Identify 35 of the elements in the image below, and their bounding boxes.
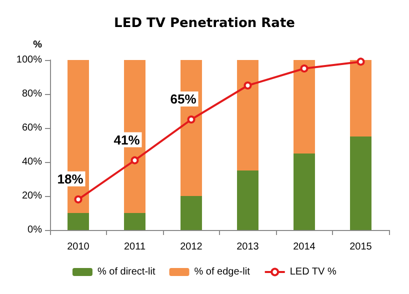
point	[356, 58, 365, 66]
y-tick-label: 100%	[16, 54, 42, 66]
y-tick-label: 20%	[22, 190, 42, 202]
point	[187, 116, 196, 124]
point	[74, 195, 82, 204]
bar	[180, 196, 202, 230]
bar	[294, 60, 315, 154]
point	[130, 156, 139, 164]
bar	[124, 213, 146, 230]
x-tick-label: 2012	[180, 242, 203, 252]
point	[244, 82, 252, 90]
data-label: 65%	[170, 92, 197, 106]
y-tick-label: 80%	[22, 88, 42, 100]
bar	[350, 136, 372, 230]
x-tick-label: 2013	[236, 242, 260, 252]
bar	[237, 60, 258, 170]
y-tick-label: 60%	[22, 122, 42, 134]
chart-title: LED TV Penetration Rate	[114, 16, 296, 31]
y-tick-label: 0%	[28, 224, 42, 236]
x-tick-label: 2015	[350, 242, 372, 252]
bar	[350, 60, 372, 136]
legend-label: % of direct-lit	[97, 266, 156, 278]
point	[300, 64, 308, 72]
bar	[237, 170, 258, 230]
bar	[294, 154, 315, 230]
data-label: 18%	[57, 171, 84, 186]
y-tick-label: 40%	[22, 156, 42, 168]
legend-label: LED TV %	[290, 266, 336, 278]
data-label: 41%	[114, 132, 140, 148]
x-tick-label: 2014	[293, 242, 316, 252]
x-tick-label: 2011	[124, 242, 146, 252]
legend-label: % of edge-lit	[194, 266, 250, 278]
x-tick-label: 2010	[67, 242, 90, 252]
y-axis-title: %	[33, 40, 42, 50]
bar	[68, 213, 89, 230]
